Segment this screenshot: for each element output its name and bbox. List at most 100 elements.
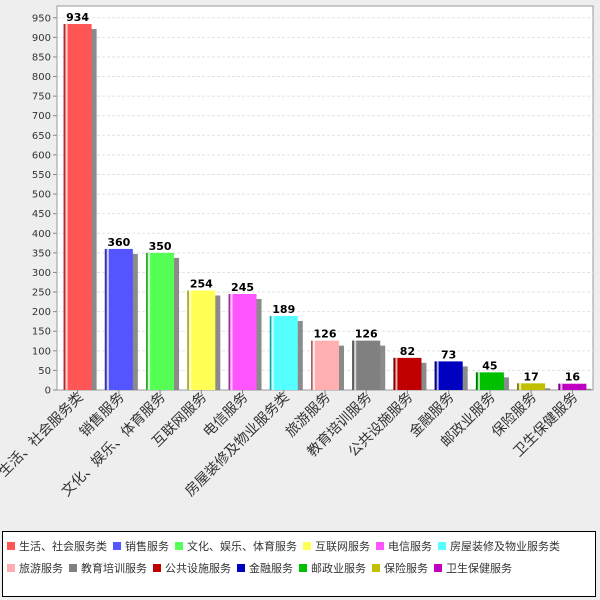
bar: [187, 290, 216, 390]
legend-swatch: [7, 564, 15, 572]
legend-swatch: [153, 564, 161, 572]
legend-swatch: [69, 564, 77, 572]
legend-item: 电信服务: [376, 535, 432, 557]
legend-label: 公共设施服务: [165, 562, 231, 575]
legend-label: 销售服务: [125, 540, 169, 553]
bar-highlight: [477, 372, 480, 390]
bar-value-label: 45: [482, 359, 497, 372]
legend-label: 文化、娱乐、体育服务: [187, 540, 297, 553]
bar-value-label: 126: [314, 328, 337, 341]
bar-highlight: [436, 361, 439, 390]
bar: [269, 315, 298, 390]
y-tick-label: 750: [32, 92, 51, 103]
legend-item: 房屋装修及物业服务类: [438, 535, 560, 557]
bar-value-label: 254: [190, 277, 213, 290]
bar-highlight: [560, 383, 563, 390]
y-tick-label: 700: [32, 111, 51, 122]
legend-item: 销售服务: [113, 535, 169, 557]
bar-highlight: [189, 290, 192, 390]
bar-highlight: [354, 340, 357, 390]
y-tick-label: 350: [32, 248, 51, 259]
bar-edge: [558, 383, 560, 390]
y-tick-label: 400: [32, 229, 51, 240]
y-tick-label: 900: [32, 33, 51, 44]
bar-value-label: 934: [66, 11, 89, 24]
legend-label: 邮政业服务: [311, 562, 366, 575]
legend-item: 旅游服务: [7, 557, 63, 579]
bar-highlight: [395, 357, 398, 390]
y-tick-label: 500: [32, 190, 51, 201]
bar-highlight: [65, 24, 68, 391]
legend-item: 卫生保健服务: [434, 557, 512, 579]
legend-item: 金融服务: [237, 557, 293, 579]
bar-value-label: 82: [400, 345, 415, 358]
bar-value-label: 189: [272, 303, 295, 316]
y-tick-label: 600: [32, 150, 51, 161]
bar-edge: [146, 252, 148, 390]
legend-swatch: [376, 542, 384, 550]
bar: [228, 294, 257, 390]
bars: 934 360 350 254 245 189 126 126 82 73 45 17 16: [63, 11, 592, 391]
bar-edge: [434, 361, 437, 390]
legend-label: 金融服务: [249, 562, 293, 575]
bar-value-label: 350: [149, 240, 172, 253]
bar-edge: [187, 290, 189, 390]
y-tick-label: 150: [32, 327, 51, 338]
y-tick-label: 100: [32, 346, 51, 357]
bar-edge: [475, 372, 478, 390]
y-tick-label: 650: [32, 131, 51, 142]
legend-item: 教育培训服务: [69, 557, 147, 579]
legend-item: 互联网服务: [303, 535, 370, 557]
bar: [393, 357, 422, 390]
legend-swatch: [175, 542, 183, 550]
bar: [475, 372, 504, 390]
bar-highlight: [271, 315, 274, 390]
legend-item: 保险服务: [372, 557, 428, 579]
bar-edge: [311, 340, 313, 390]
bar: [352, 340, 381, 390]
y-tick-label: 950: [32, 13, 51, 24]
bar: [434, 361, 463, 390]
bar: [558, 383, 587, 390]
legend-item: 文化、娱乐、体育服务: [175, 535, 297, 557]
legend-label: 保险服务: [384, 562, 428, 575]
y-axis: 0 50 100 150 200 250 300 350 400 450 500 550 600 650 7…: [32, 13, 57, 397]
bar-edge: [517, 383, 519, 390]
legend-label: 互联网服务: [315, 540, 370, 553]
legend-swatch: [438, 542, 446, 550]
legend-item: 公共设施服务: [153, 557, 231, 579]
legend-swatch: [299, 564, 307, 572]
x-category-label: 生活、社会服务类: [0, 390, 86, 481]
bar: [311, 340, 339, 390]
legend-item: 生活、社会服务类: [7, 535, 107, 557]
y-tick-label: 50: [38, 366, 51, 377]
bar-value-label: 360: [107, 236, 130, 249]
bar-edge: [63, 24, 66, 391]
legend-swatch: [113, 542, 121, 550]
y-tick-label: 200: [32, 307, 51, 318]
bar-edge: [269, 315, 272, 390]
bar-chart: 0 50 100 150 200 250 300 350 400 450 500 550 600 650 7…: [0, 5, 594, 500]
legend-label: 旅游服务: [19, 562, 63, 575]
legend-label: 卫生保健服务: [446, 562, 512, 575]
bar: [517, 383, 546, 390]
legend-swatch: [303, 542, 311, 550]
legend-label: 教育培训服务: [81, 562, 147, 575]
bar-value-label: 16: [565, 371, 581, 384]
y-tick-label: 850: [32, 52, 51, 63]
legend-swatch: [372, 564, 380, 572]
bar-highlight: [106, 248, 109, 390]
y-tick-label: 250: [32, 288, 51, 299]
y-tick-label: 800: [32, 72, 51, 83]
bar-edge: [352, 340, 354, 390]
y-tick-label: 300: [32, 268, 51, 279]
legend-swatch: [237, 564, 245, 572]
bar-value-label: 17: [523, 370, 538, 383]
x-axis: 生活、社会服务类销售服务文化、娱乐、体育服务互联网服务电信服务房屋装修及物业服务…: [0, 390, 581, 500]
bar: [146, 252, 175, 390]
bar-edge: [228, 294, 231, 390]
y-tick-label: 550: [32, 170, 51, 181]
legend: 生活、社会服务类 销售服务 文化、娱乐、体育服务 互联网服务 电信服务 房屋装修及物业服务…: [2, 531, 596, 597]
bar-value-label: 73: [441, 348, 456, 361]
legend-label: 房屋装修及物业服务类: [450, 540, 560, 553]
